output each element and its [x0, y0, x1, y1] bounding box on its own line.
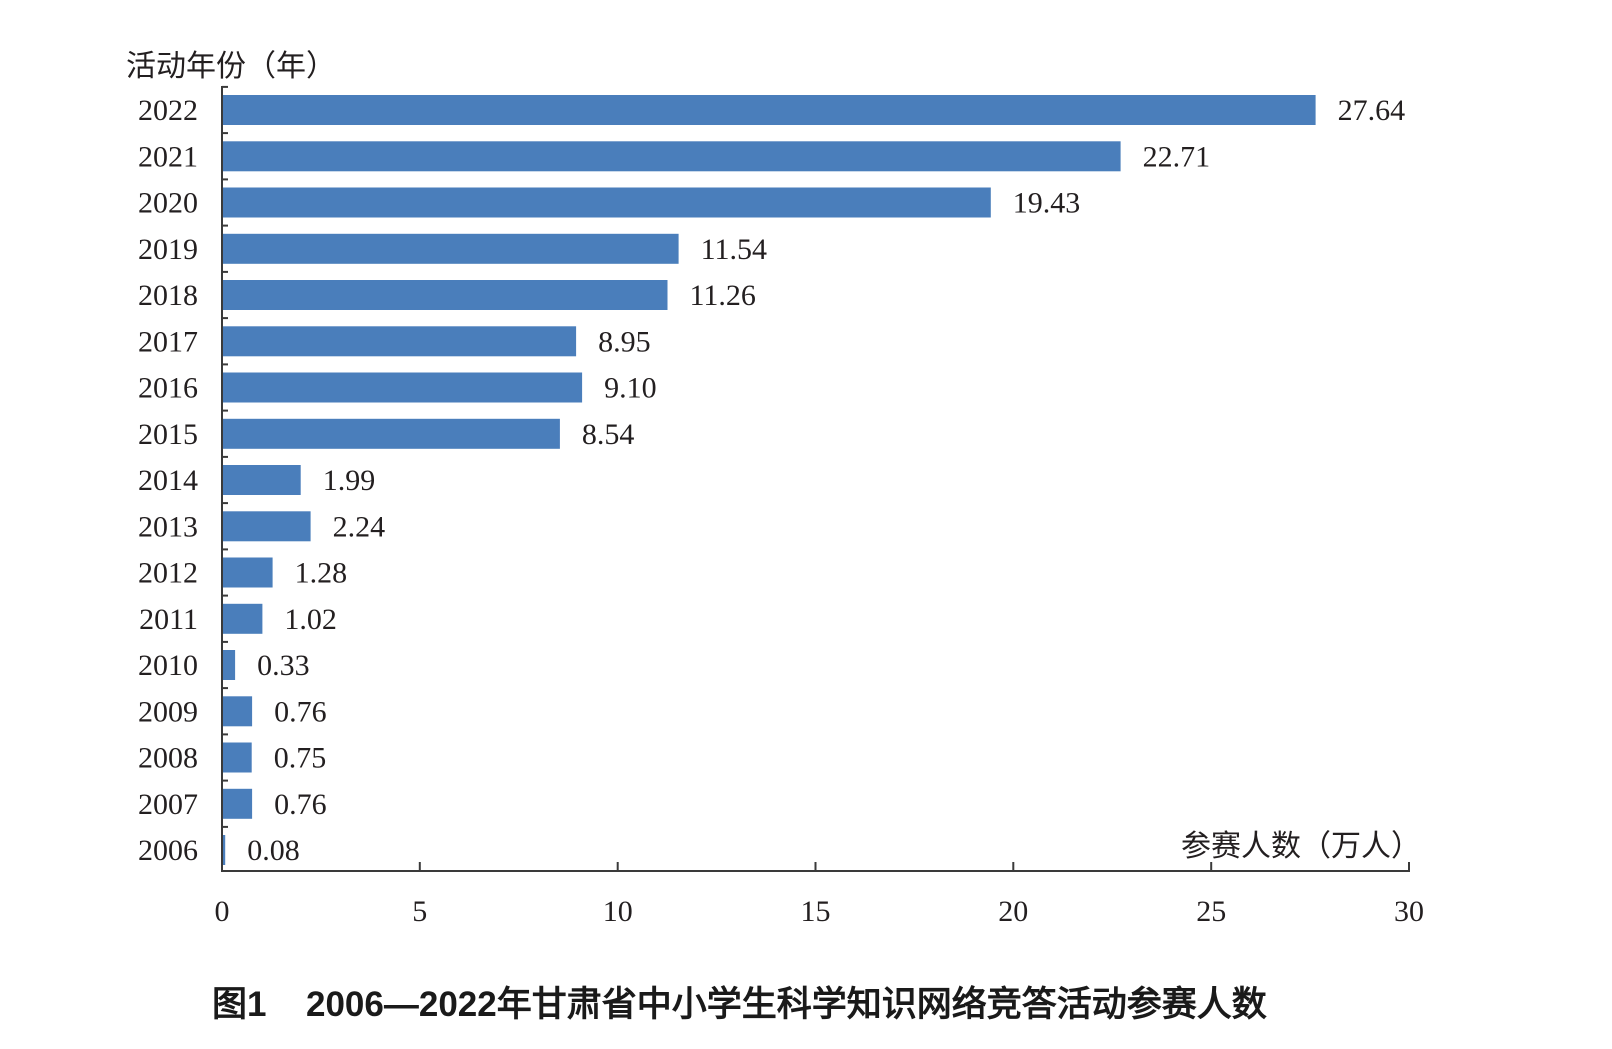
bar-2009: [223, 696, 253, 727]
bars-group: [223, 95, 1316, 865]
data-label-2009: 0.76: [274, 695, 327, 728]
bar-2017: [223, 326, 577, 357]
data-label-2015: 8.54: [582, 418, 635, 451]
data-label-2021: 22.71: [1143, 140, 1211, 173]
x-tick-label-5: 5: [412, 895, 427, 928]
y-tick-label-2022: 2022: [138, 94, 198, 127]
y-tick-label-2010: 2010: [138, 649, 198, 682]
data-label-2012: 1.28: [295, 557, 348, 590]
x-tick-label-30: 30: [1394, 895, 1424, 928]
bar-2019: [223, 233, 679, 264]
y-tick-label-2019: 2019: [138, 233, 198, 266]
data-label-2016: 9.10: [604, 372, 657, 405]
x-tick-label-25: 25: [1196, 895, 1226, 928]
data-label-2022: 27.64: [1338, 94, 1406, 127]
bar-2021: [223, 141, 1121, 172]
bar-2022: [223, 95, 1316, 125]
figure-caption-title: 2006—2022年甘肃省中小学生科学知识网络竞答活动参赛人数: [306, 984, 1267, 1024]
y-tick-label-2008: 2008: [138, 742, 198, 775]
figure-caption-label: 图1: [212, 985, 266, 1024]
bar-2010: [223, 650, 236, 680]
data-label-2010: 0.33: [257, 649, 310, 682]
x-tick-label-15: 15: [801, 895, 831, 928]
x-tick-label-10: 10: [603, 895, 633, 928]
bar-2006: [223, 835, 226, 865]
x-tick-label-20: 20: [998, 895, 1028, 928]
y-tick-label-2006: 2006: [138, 834, 198, 867]
data-label-2017: 8.95: [598, 325, 651, 358]
data-label-2007: 0.76: [274, 788, 327, 821]
bar-2008: [223, 742, 252, 773]
data-label-2018: 11.26: [690, 279, 756, 312]
y-tick-label-2015: 2015: [138, 418, 198, 451]
data-label-2008: 0.75: [274, 742, 327, 775]
data-label-2011: 1.02: [284, 603, 337, 636]
y-tick-label-2007: 2007: [138, 788, 198, 821]
data-label-2020: 19.43: [1013, 187, 1081, 220]
x-axis-title: 参赛人数（万人）: [1181, 830, 1421, 863]
bar-2015: [223, 418, 560, 449]
x-tick-label-0: 0: [215, 895, 230, 928]
y-axis-title: 活动年份（年）: [126, 50, 336, 83]
bar-2018: [223, 280, 668, 310]
y-tick-label-2018: 2018: [138, 279, 198, 312]
y-tick-label-2013: 2013: [138, 510, 198, 543]
y-tick-label-2017: 2017: [138, 325, 198, 358]
bar-2020: [223, 187, 991, 218]
bar-2007: [223, 788, 253, 819]
y-tick-label-2016: 2016: [138, 372, 198, 405]
y-tick-label-2020: 2020: [138, 187, 198, 220]
bar-2016: [223, 372, 583, 403]
y-tick-label-2011: 2011: [139, 603, 198, 636]
y-tick-label-2012: 2012: [138, 557, 198, 590]
bar-2012: [223, 557, 273, 588]
data-label-2006: 0.08: [247, 834, 300, 867]
bar-2013: [223, 511, 311, 542]
bar-2014: [223, 465, 301, 495]
data-label-2014: 1.99: [323, 464, 376, 497]
data-label-2013: 2.24: [333, 510, 386, 543]
y-tick-label-2009: 2009: [138, 695, 198, 728]
data-label-2019: 11.54: [701, 233, 767, 266]
bar-2011: [223, 603, 263, 634]
y-tick-label-2014: 2014: [138, 464, 198, 497]
y-tick-label-2021: 2021: [138, 140, 198, 173]
